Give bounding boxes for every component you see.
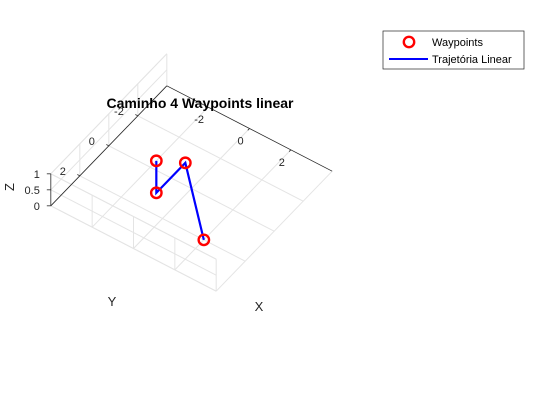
y-tick-mark — [106, 144, 110, 147]
box-edge — [50, 53, 168, 175]
z-tick-label: 0 — [34, 201, 40, 213]
trajectory-line — [155, 160, 205, 241]
legend-waypoints-label: Waypoints — [432, 37, 483, 49]
plot-series — [149, 154, 211, 247]
x-tick-label: 0 — [237, 136, 243, 148]
z-tick-label: 1 — [34, 169, 40, 181]
axes — [46, 85, 333, 207]
floor-grid-line — [79, 175, 246, 262]
wall-grid-line — [50, 69, 168, 191]
chart-title: Caminho 4 Waypoints linear — [107, 95, 295, 111]
legend: Waypoints Trajetória Linear — [382, 30, 525, 70]
y-tick-mark — [77, 174, 81, 177]
y-axis-line — [50, 85, 168, 207]
y-tick-label: -2 — [114, 106, 124, 118]
waypoint-marker — [149, 154, 163, 168]
legend-trajectory-label: Trajetória Linear — [432, 54, 512, 66]
box-edge — [50, 173, 217, 260]
tick-labels: -2 0 2 -2 0 2 0 0.5 1 — [25, 106, 285, 213]
grid-lines — [50, 53, 333, 292]
x-axis-label: X — [255, 299, 264, 314]
x-tick-label: 2 — [279, 157, 285, 169]
floor-grid-line — [137, 115, 304, 202]
box-edge — [50, 205, 217, 292]
y-tick-label: 0 — [89, 136, 95, 148]
waypoint-marker — [178, 156, 192, 170]
y-tick-label: 2 — [60, 166, 66, 178]
y-axis-label: Y — [108, 294, 117, 309]
x-tick-mark — [206, 106, 209, 110]
box-edge — [215, 170, 333, 292]
waypoint-marker — [149, 186, 163, 200]
x-tick-mark — [288, 149, 292, 152]
z-axis-label: Z — [2, 183, 17, 191]
z-tick-label: 0.5 — [25, 185, 40, 197]
x-tick-mark — [247, 128, 250, 131]
y-tick-mark — [135, 114, 139, 117]
x-tick-label: -2 — [194, 114, 204, 126]
legend-waypoints-marker — [402, 35, 416, 49]
waypoint-marker — [197, 233, 211, 247]
wall-grid-line — [50, 189, 217, 276]
